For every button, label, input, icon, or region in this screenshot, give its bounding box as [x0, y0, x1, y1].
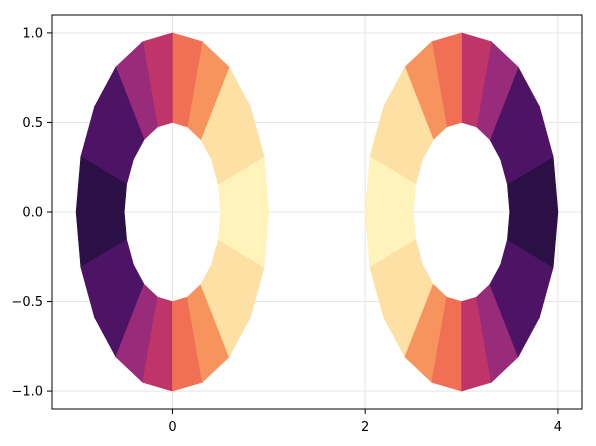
annulus-segment	[507, 211, 559, 268]
x-tick-label: 4	[554, 420, 562, 435]
y-tick-label: 0.5	[22, 116, 43, 131]
tick-labels: 0 2 4 1.0 0.5 0.0 −0.5 −1.0	[11, 26, 562, 435]
y-tick-label: 0.0	[22, 206, 43, 221]
x-tick-label: 0	[168, 420, 176, 435]
right-annulus	[364, 32, 559, 392]
y-tick-label: −1.0	[11, 385, 43, 400]
left-annulus	[75, 32, 270, 392]
x-tick-label: 2	[361, 420, 369, 435]
plot-area	[75, 32, 559, 392]
y-tick-label: −0.5	[11, 295, 43, 310]
annulus-segment	[217, 211, 270, 268]
ticks	[47, 32, 559, 414]
y-tick-label: 1.0	[22, 26, 43, 41]
